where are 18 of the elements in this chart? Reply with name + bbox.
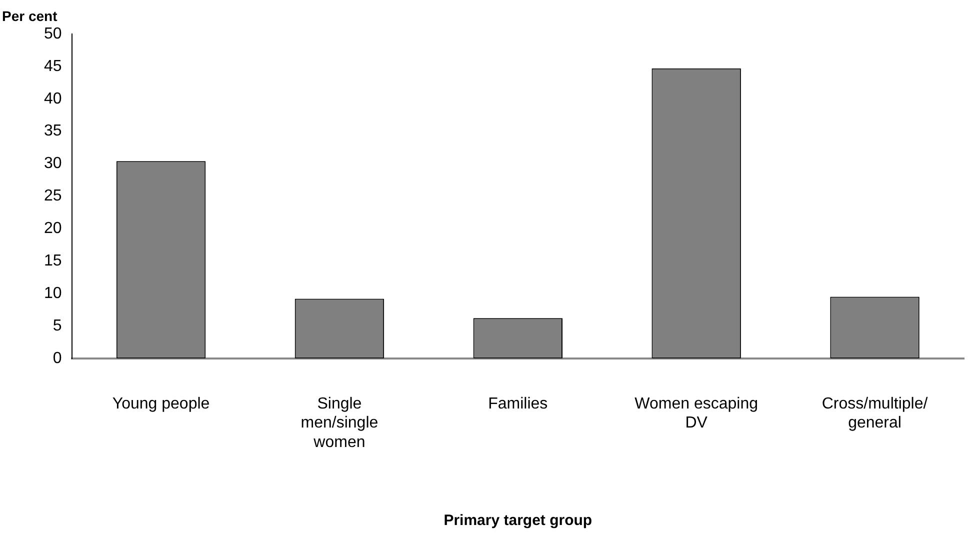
y-tick-label: 20 — [44, 220, 62, 238]
x-tick-label: Young people — [112, 395, 210, 412]
y-tick-label: 15 — [44, 252, 62, 270]
y-tick-label: 30 — [44, 155, 62, 172]
x-tick-label: Women escaping DV — [634, 395, 758, 432]
y-tick-label: 45 — [44, 58, 62, 75]
y-tick-label: 40 — [44, 90, 62, 108]
y-tick-label: 35 — [44, 122, 62, 140]
y-tick-label: 5 — [52, 317, 62, 334]
x-tick-label: Single men/single women — [300, 395, 378, 451]
x-tick-label: Families — [488, 395, 548, 412]
x-axis-title: Primary target group — [444, 512, 592, 530]
y-tick-label: 25 — [44, 188, 62, 205]
x-tick-label: Cross/multiple/ general — [822, 395, 928, 432]
y-tick-label: 50 — [44, 25, 62, 42]
y-axis-title: Per cent — [2, 8, 58, 24]
y-tick-label: 0 — [52, 350, 62, 367]
y-tick-label: 10 — [44, 284, 62, 302]
